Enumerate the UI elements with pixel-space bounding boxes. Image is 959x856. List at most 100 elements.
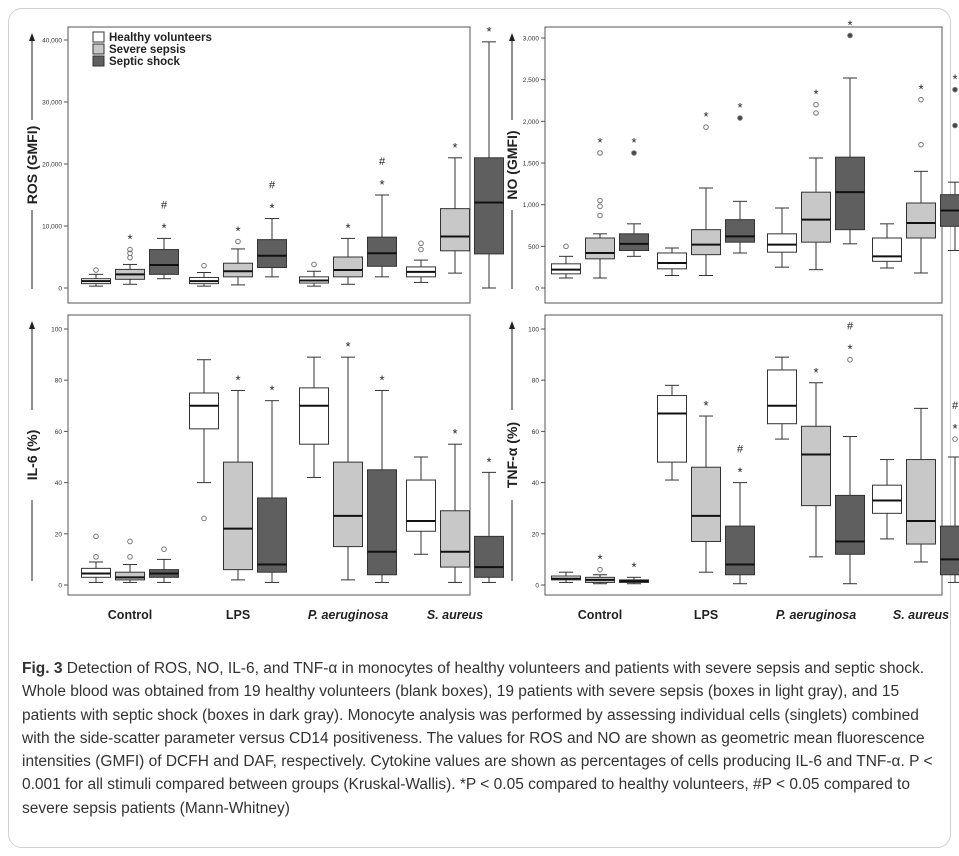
legend-swatch xyxy=(92,55,105,67)
outlier-point xyxy=(597,197,603,204)
significance-star: * xyxy=(952,72,957,87)
iqr-box xyxy=(367,469,397,576)
x-tick-label: P. aeruginosa xyxy=(308,608,388,622)
series-1 xyxy=(551,356,902,583)
iqr-box xyxy=(149,249,179,275)
iqr-box xyxy=(906,459,936,545)
series-2: * * * * xyxy=(585,82,936,279)
legend-swatch xyxy=(92,31,105,43)
iqr-box xyxy=(223,461,253,571)
iqr-box xyxy=(257,239,287,269)
iqr-box xyxy=(801,191,831,243)
y-axis-ticks: 0 10,000 20,000 30,000 40,000 xyxy=(42,38,68,293)
box-2: * xyxy=(691,109,721,276)
outlier-point xyxy=(93,533,99,540)
outlier-point xyxy=(127,538,133,545)
significance-star: * xyxy=(452,140,457,155)
box-2: * xyxy=(223,224,253,286)
significance-star: * xyxy=(597,552,602,567)
series-1 xyxy=(81,240,436,287)
outlier-point xyxy=(127,250,133,257)
significance-star: * xyxy=(813,87,818,102)
box-4: * xyxy=(940,72,959,251)
significance-star: * xyxy=(161,220,166,235)
box-3: * xyxy=(367,372,397,583)
significance-star: * xyxy=(952,421,957,436)
series-3: **#*#*# xyxy=(619,321,959,585)
outlier-point xyxy=(952,436,958,442)
plot-border xyxy=(544,314,943,596)
significance-star: * xyxy=(345,220,350,235)
outlier-point xyxy=(127,554,133,560)
y-axis-arrow-head xyxy=(509,321,515,329)
y-axis-ticks: 0 20 40 60 80 100 xyxy=(528,327,545,590)
series-1 xyxy=(551,207,902,279)
outlier-point xyxy=(418,246,424,253)
box-3: * xyxy=(835,18,865,245)
outlier-point xyxy=(235,238,241,245)
series-2: * * * * xyxy=(115,140,470,286)
x-tick-label: P. aeruginosa xyxy=(776,608,856,622)
box-2 xyxy=(189,359,219,522)
box-3: *# xyxy=(835,321,865,585)
y-axis-label-group: IL-6 (%) xyxy=(24,321,40,581)
y-tick-label: 2,000 xyxy=(523,119,540,126)
significance-star: * xyxy=(597,135,602,150)
iqr-box xyxy=(406,479,436,532)
iqr-box xyxy=(767,369,797,425)
outlier-point xyxy=(161,546,167,552)
y-tick-label: 40 xyxy=(55,480,63,487)
box-4: * xyxy=(906,82,936,274)
y-tick-label: 40 xyxy=(532,480,540,487)
box-4: * xyxy=(440,140,470,274)
box-1: * xyxy=(585,552,615,585)
box-2: *# xyxy=(257,180,287,278)
box-1: * xyxy=(115,232,145,285)
y-tick-label: 0 xyxy=(535,583,539,590)
significance-hash: # xyxy=(847,321,854,333)
y-axis-label-group: NO (GMFI) xyxy=(504,33,520,289)
box-1: * xyxy=(619,559,649,585)
iqr-box xyxy=(767,233,797,253)
y-axis-label: NO (GMFI) xyxy=(504,130,520,199)
y-axis-arrow-head xyxy=(509,33,515,41)
box-4 xyxy=(872,223,902,269)
significance-star: * xyxy=(379,372,384,387)
outlier-point xyxy=(813,110,819,116)
y-axis-label-group: ROS (GMFI) xyxy=(24,33,40,289)
box-3: * xyxy=(333,339,363,581)
significance-star: * xyxy=(235,372,240,387)
outlier-point xyxy=(631,150,637,156)
y-axis-label-group: TNF-α (%) xyxy=(504,321,520,581)
iqr-box xyxy=(725,525,755,576)
box-4 xyxy=(406,240,436,283)
figure-frame xyxy=(8,8,951,848)
outlier-point xyxy=(737,115,743,121)
iqr-box xyxy=(691,466,721,542)
y-tick-label: 2,500 xyxy=(523,77,540,84)
significance-hash: # xyxy=(161,199,168,211)
x-tick-label: S. aureus xyxy=(427,608,483,622)
outlier-point xyxy=(93,267,99,273)
iqr-box xyxy=(872,237,902,262)
box-1: *# xyxy=(149,199,179,280)
y-tick-label: 80 xyxy=(55,378,63,385)
y-axis-label: ROS (GMFI) xyxy=(24,126,40,205)
box-4: *# xyxy=(940,400,959,583)
chart-panel-3: 0 20 40 60 80 100 IL-6 (%) * * * * * * Control LPS P. a… xyxy=(24,314,504,622)
iqr-box xyxy=(657,395,687,463)
box-1 xyxy=(81,533,111,583)
x-tick-label: S. aureus xyxy=(893,608,949,622)
significance-star: * xyxy=(847,18,852,33)
y-axis-arrow-head xyxy=(29,321,35,329)
outlier-point xyxy=(703,124,709,130)
outlier-point xyxy=(847,32,853,39)
significance-hash: # xyxy=(379,156,386,168)
caption-fig-label: Fig. 3 xyxy=(22,660,63,677)
significance-star: * xyxy=(813,365,818,380)
outlier-point xyxy=(418,240,424,247)
y-tick-label: 60 xyxy=(532,429,540,436)
outlier-point xyxy=(918,141,924,148)
